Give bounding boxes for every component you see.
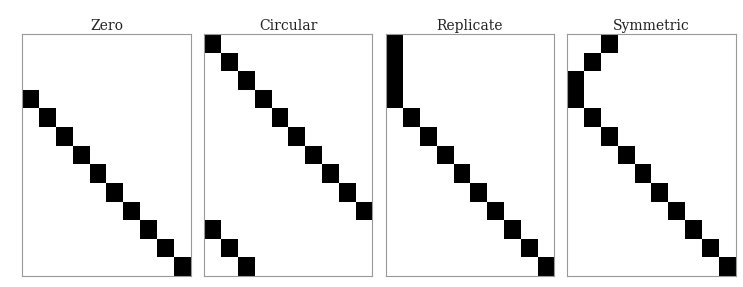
- Title: Circular: Circular: [259, 19, 317, 33]
- Title: Zero: Zero: [90, 19, 123, 33]
- Title: Replicate: Replicate: [436, 19, 503, 33]
- Title: Symmetric: Symmetric: [613, 19, 690, 33]
